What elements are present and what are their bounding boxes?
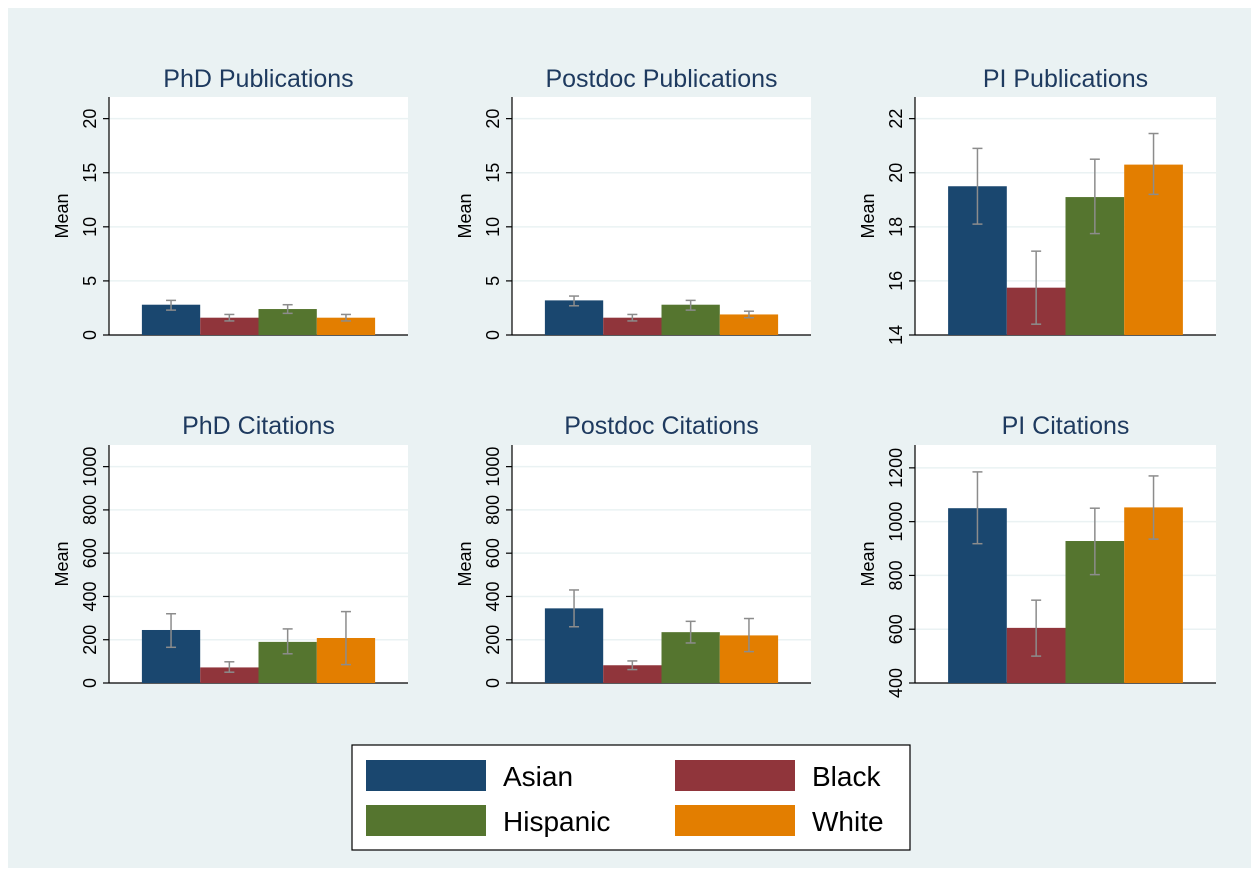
- y-tick-label: 15: [80, 163, 100, 183]
- y-tick-label: 14: [886, 325, 906, 345]
- y-tick-label: 1200: [886, 448, 906, 488]
- y-tick-label: 800: [886, 560, 906, 590]
- y-tick-label: 400: [80, 581, 100, 611]
- y-tick-label: 5: [80, 276, 100, 286]
- chart-title: Postdoc Publications: [545, 65, 777, 93]
- legend: Asian Black Hispanic White: [351, 744, 911, 851]
- y-tick-label: 400: [886, 668, 906, 698]
- legend-swatch-hispanic: [366, 805, 486, 836]
- y-tick-label: 10: [483, 217, 503, 237]
- legend-swatch-white: [675, 805, 795, 836]
- y-tick-label: 0: [483, 330, 503, 340]
- panel-postdoc-publications: 0 5 10 15 20 Mean Postdoc Publications: [455, 65, 811, 340]
- y-tick-label: 0: [483, 678, 503, 688]
- y-axis-title: Mean: [52, 541, 72, 586]
- chart-title: PI Publications: [983, 65, 1148, 93]
- chart-title: PI Citations: [1002, 412, 1130, 440]
- y-tick-label: 16: [886, 271, 906, 291]
- bar-white: [719, 314, 779, 335]
- y-axis-title: Mean: [858, 541, 878, 586]
- panel-postdoc-citations: 0 200 400 600 800 1000 Mean Postdoc Citations: [455, 412, 811, 688]
- y-tick-label: 5: [483, 276, 503, 286]
- y-tick-label: 22: [886, 109, 906, 129]
- y-tick-label: 0: [80, 330, 100, 340]
- y-tick-label: 15: [483, 163, 503, 183]
- y-tick-label: 20: [886, 163, 906, 183]
- plot-area: [512, 97, 811, 335]
- legend-swatch-asian: [366, 760, 486, 791]
- y-tick-label: 20: [80, 109, 100, 129]
- y-tick-label: 18: [886, 217, 906, 237]
- y-tick-label: 1000: [483, 447, 503, 487]
- y-tick-label: 200: [483, 625, 503, 655]
- y-tick-label: 1000: [886, 502, 906, 542]
- chart-title: PhD Citations: [182, 412, 335, 440]
- y-tick-label: 20: [483, 109, 503, 129]
- chart-title: PhD Publications: [163, 65, 353, 93]
- y-tick-label: 800: [80, 495, 100, 525]
- legend-swatch-black: [675, 760, 795, 791]
- plot-area: [109, 97, 408, 335]
- chart-title: Postdoc Citations: [564, 412, 759, 440]
- panel-phd-citations: 0 200 400 600 800 1000 Mean PhD Citations: [52, 412, 408, 688]
- y-axis-title: Mean: [455, 193, 475, 238]
- panel-pi-citations: 400 600 800 1000 1200 Mean PI Citations: [858, 412, 1216, 698]
- y-tick-label: 200: [80, 625, 100, 655]
- bar-white: [316, 317, 376, 335]
- y-axis-title: Mean: [858, 193, 878, 238]
- y-tick-label: 400: [483, 581, 503, 611]
- bar-black: [603, 665, 662, 683]
- y-tick-label: 10: [80, 217, 100, 237]
- bar-black: [603, 317, 662, 335]
- y-axis-title: Mean: [52, 193, 72, 238]
- y-tick-label: 600: [80, 538, 100, 568]
- bar-black: [200, 667, 259, 683]
- legend-label-asian: Asian: [503, 761, 573, 792]
- legend-label-black: Black: [812, 761, 881, 792]
- y-tick-label: 600: [886, 614, 906, 644]
- y-tick-label: 600: [483, 538, 503, 568]
- y-tick-label: 1000: [80, 447, 100, 487]
- y-tick-label: 0: [80, 678, 100, 688]
- y-axis-title: Mean: [455, 541, 475, 586]
- panel-pi-publications: 14 16 18 20 22 Mean PI Publications: [858, 65, 1216, 345]
- bar-black: [200, 317, 259, 335]
- y-tick-label: 800: [483, 495, 503, 525]
- panel-phd-publications: 0 5 10 15 20 Mean PhD Publications: [52, 65, 408, 340]
- legend-label-hispanic: Hispanic: [503, 806, 610, 837]
- legend-label-white: White: [812, 806, 884, 837]
